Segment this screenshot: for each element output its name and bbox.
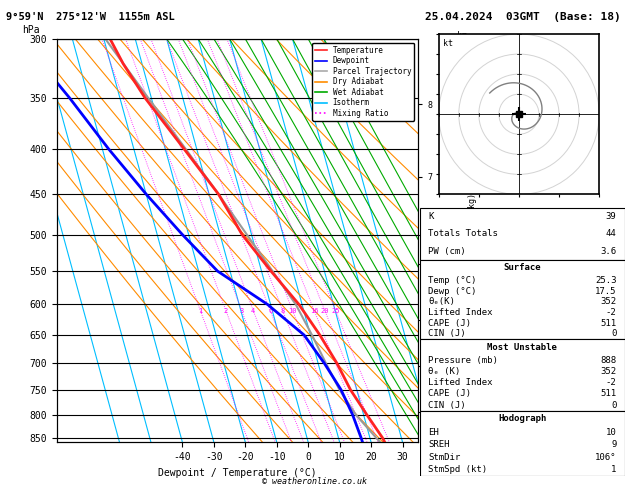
Bar [420, 411, 625, 476]
Text: 3: 3 [240, 308, 244, 313]
Text: CAPE (J): CAPE (J) [428, 389, 471, 399]
Text: kt: kt [443, 39, 453, 48]
Text: 9: 9 [611, 440, 616, 450]
Text: EH: EH [428, 428, 439, 437]
Text: 888: 888 [600, 356, 616, 365]
Text: 39: 39 [606, 212, 616, 221]
Text: Hodograph: Hodograph [498, 414, 547, 423]
Text: 44: 44 [606, 229, 616, 238]
Text: Surface: Surface [504, 263, 541, 272]
Text: -2: -2 [606, 378, 616, 387]
X-axis label: Dewpoint / Temperature (°C): Dewpoint / Temperature (°C) [158, 468, 317, 478]
Text: 352: 352 [600, 297, 616, 306]
Text: PW (cm): PW (cm) [428, 246, 466, 256]
Text: 8: 8 [281, 308, 285, 313]
Text: CAPE (J): CAPE (J) [428, 319, 471, 328]
Legend: Temperature, Dewpoint, Parcel Trajectory, Dry Adiabat, Wet Adiabat, Isotherm, Mi: Temperature, Dewpoint, Parcel Trajectory… [312, 43, 415, 121]
Text: Pressure (mb): Pressure (mb) [428, 356, 498, 365]
Text: Most Unstable: Most Unstable [487, 343, 557, 351]
Text: 4: 4 [251, 308, 255, 313]
Text: 9°59'N  275°12'W  1155m ASL: 9°59'N 275°12'W 1155m ASL [6, 12, 175, 22]
Text: 10: 10 [606, 428, 616, 437]
Bar [420, 260, 625, 339]
Text: 10: 10 [288, 308, 297, 313]
Text: 1: 1 [611, 466, 616, 474]
Text: CIN (J): CIN (J) [428, 400, 466, 410]
Text: Mixing Ratio (g/kg): Mixing Ratio (g/kg) [468, 193, 477, 288]
Text: 25.04.2024  03GMT  (Base: 18): 25.04.2024 03GMT (Base: 18) [425, 12, 620, 22]
Y-axis label: hPa: hPa [23, 25, 40, 35]
Text: 1: 1 [198, 308, 203, 313]
Text: 0: 0 [611, 330, 616, 338]
Text: 20: 20 [321, 308, 329, 313]
Y-axis label: km
ASL: km ASL [454, 31, 469, 50]
Text: © weatheronline.co.uk: © weatheronline.co.uk [262, 477, 367, 486]
Text: SREH: SREH [428, 440, 450, 450]
Text: θₑ(K): θₑ(K) [428, 297, 455, 306]
Text: Totals Totals: Totals Totals [428, 229, 498, 238]
Text: 2: 2 [224, 308, 228, 313]
Text: 6: 6 [268, 308, 272, 313]
Text: 16: 16 [310, 308, 318, 313]
Text: StmDir: StmDir [428, 453, 460, 462]
Text: θₑ (K): θₑ (K) [428, 367, 460, 376]
Text: CIN (J): CIN (J) [428, 330, 466, 338]
Text: 17.5: 17.5 [595, 287, 616, 295]
Text: 352: 352 [600, 367, 616, 376]
Text: -2: -2 [606, 308, 616, 317]
Text: 25.3: 25.3 [595, 276, 616, 285]
Text: Temp (°C): Temp (°C) [428, 276, 477, 285]
Text: LCL: LCL [425, 410, 440, 419]
Text: 511: 511 [600, 319, 616, 328]
Text: 25: 25 [331, 308, 340, 313]
Bar [420, 208, 625, 260]
Text: 106°: 106° [595, 453, 616, 462]
Text: 511: 511 [600, 389, 616, 399]
Text: Lifted Index: Lifted Index [428, 308, 493, 317]
Text: Lifted Index: Lifted Index [428, 378, 493, 387]
Text: 3.6: 3.6 [600, 246, 616, 256]
Bar [420, 339, 625, 411]
Text: 0: 0 [611, 400, 616, 410]
Text: K: K [428, 212, 434, 221]
Text: StmSpd (kt): StmSpd (kt) [428, 466, 487, 474]
Text: Dewp (°C): Dewp (°C) [428, 287, 477, 295]
